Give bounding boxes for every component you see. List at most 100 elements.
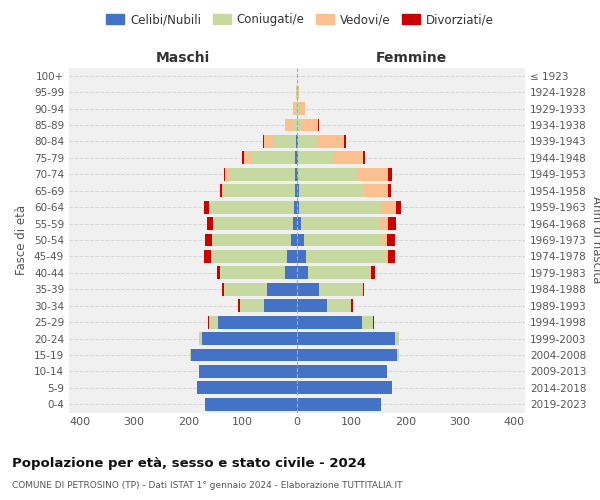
Bar <box>304 234 382 246</box>
Bar <box>306 250 385 263</box>
Bar <box>244 152 252 164</box>
Bar <box>293 217 297 230</box>
Bar <box>199 365 297 378</box>
Bar <box>210 200 294 213</box>
Bar <box>267 283 297 296</box>
Bar <box>299 200 380 213</box>
Bar <box>362 283 364 296</box>
Text: COMUNE DI PETROSINO (TP) - Dati ISTAT 1° gennaio 2024 - Elaborazione TUTTITALIA.: COMUNE DI PETROSINO (TP) - Dati ISTAT 1°… <box>12 481 403 490</box>
Bar <box>388 168 392 180</box>
Bar <box>230 168 295 180</box>
Bar <box>371 266 374 280</box>
Bar <box>327 300 351 312</box>
Bar <box>293 118 297 132</box>
Bar <box>297 168 298 180</box>
Bar <box>214 217 293 230</box>
Bar <box>294 200 297 213</box>
Bar <box>396 200 401 213</box>
Bar <box>220 184 221 197</box>
Bar <box>395 332 399 345</box>
Bar <box>295 102 297 115</box>
Bar <box>380 217 388 230</box>
Bar <box>220 266 285 280</box>
Bar <box>202 332 297 345</box>
Bar <box>225 168 230 180</box>
Bar <box>295 152 297 164</box>
Bar <box>205 398 297 410</box>
Bar <box>388 250 395 263</box>
Text: Maschi: Maschi <box>156 51 210 65</box>
Bar <box>297 365 386 378</box>
Bar <box>298 135 317 148</box>
Bar <box>382 234 386 246</box>
Bar <box>217 266 220 280</box>
Bar <box>301 118 317 132</box>
Bar <box>204 200 209 213</box>
Bar <box>297 332 395 345</box>
Bar <box>299 184 364 197</box>
Bar <box>224 184 295 197</box>
Bar <box>284 118 293 132</box>
Bar <box>211 250 287 263</box>
Bar <box>252 152 295 164</box>
Bar <box>209 316 218 328</box>
Bar <box>265 300 297 312</box>
Bar <box>319 283 362 296</box>
Bar <box>388 184 391 197</box>
Bar <box>242 152 244 164</box>
Bar <box>297 152 298 164</box>
Bar <box>190 348 191 362</box>
Bar <box>297 283 319 296</box>
Bar <box>301 217 380 230</box>
Bar <box>297 348 397 362</box>
Bar <box>295 184 297 197</box>
Y-axis label: Anni di nascita: Anni di nascita <box>590 196 600 284</box>
Bar <box>297 398 381 410</box>
Bar <box>297 118 301 132</box>
Bar <box>285 266 297 280</box>
Bar <box>295 168 297 180</box>
Bar <box>238 300 240 312</box>
Bar <box>221 184 224 197</box>
Bar <box>274 135 296 148</box>
Bar <box>334 152 363 164</box>
Bar <box>385 250 388 263</box>
Bar <box>308 266 370 280</box>
Bar <box>298 152 334 164</box>
Bar <box>291 234 297 246</box>
Bar <box>296 135 297 148</box>
Bar <box>344 135 346 148</box>
Bar <box>358 168 388 180</box>
Bar <box>287 250 297 263</box>
Bar <box>297 266 308 280</box>
Bar <box>199 332 202 345</box>
Bar <box>298 86 299 98</box>
Text: Popolazione per età, sesso e stato civile - 2024: Popolazione per età, sesso e stato civil… <box>12 458 366 470</box>
Y-axis label: Fasce di età: Fasce di età <box>16 205 28 275</box>
Bar <box>297 217 301 230</box>
Bar <box>240 300 265 312</box>
Bar <box>362 316 373 328</box>
Bar <box>297 102 299 115</box>
Text: Femmine: Femmine <box>376 51 446 65</box>
Bar <box>293 102 295 115</box>
Bar <box>297 200 299 213</box>
Bar <box>224 168 225 180</box>
Legend: Celibi/Nubili, Coniugati/e, Vedovi/e, Divorziati/e: Celibi/Nubili, Coniugati/e, Vedovi/e, Di… <box>101 8 499 31</box>
Bar <box>208 217 213 230</box>
Bar <box>222 283 224 296</box>
Bar <box>363 152 365 164</box>
Bar <box>317 135 344 148</box>
Bar <box>218 316 297 328</box>
Bar <box>265 135 274 148</box>
Bar <box>351 300 353 312</box>
Bar <box>298 168 358 180</box>
Bar <box>213 217 214 230</box>
Bar <box>317 118 319 132</box>
Bar <box>197 382 297 394</box>
Bar <box>380 200 396 213</box>
Bar <box>297 300 327 312</box>
Bar <box>297 316 362 328</box>
Bar <box>224 283 267 296</box>
Bar <box>212 234 291 246</box>
